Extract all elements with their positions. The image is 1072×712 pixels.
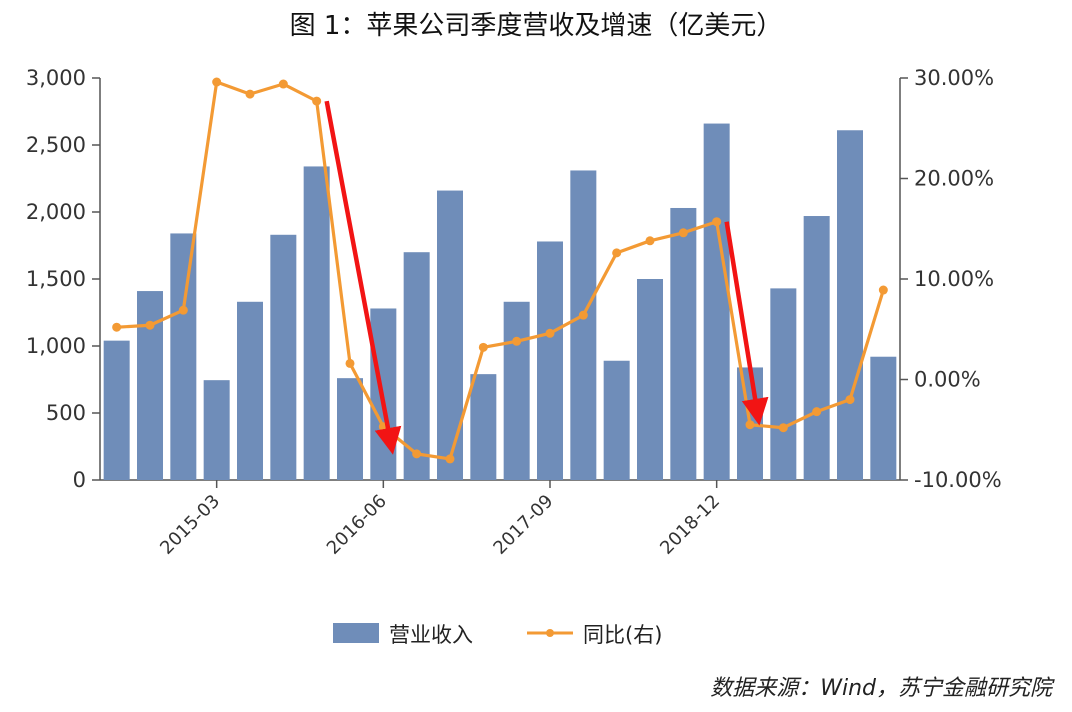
revenue-bar [803, 216, 830, 480]
yoy-growth-point [145, 320, 155, 330]
yoy-growth-point [212, 77, 222, 87]
legend-label-growth: 同比(右) [583, 623, 662, 647]
legend-swatch-growth-marker [546, 629, 554, 637]
revenue-bar [237, 301, 263, 480]
revenue-bar [770, 288, 797, 480]
revenue-bar [503, 301, 530, 480]
revenue-bar [337, 378, 363, 480]
yoy-growth-point [778, 423, 788, 433]
left-axis-tick-label: 1,500 [26, 267, 86, 291]
yoy-growth-point [112, 322, 122, 332]
revenue-bar [437, 190, 463, 480]
yoy-growth-point [812, 407, 822, 417]
x-axis: 2015-03 2016-06 2017-09 2018-12 [100, 479, 900, 559]
yoy-growth-point [345, 358, 355, 368]
yoy-growth-point [612, 248, 622, 258]
trend-arrows [324, 100, 769, 455]
yoy-growth-point [645, 236, 655, 246]
yoy-growth-point [578, 310, 588, 320]
revenue-bar [203, 380, 230, 480]
yoy-growth-polyline [116, 80, 885, 461]
revenue-bar [303, 166, 330, 480]
revenue-bar [837, 130, 863, 480]
yoy-growth-point [478, 342, 488, 352]
right-y-axis: -10.00% 0.00% 10.00% 20.00% 30.00% [899, 66, 1002, 492]
left-axis-tick-label: 1,000 [26, 334, 86, 358]
revenue-bar [570, 170, 597, 480]
yoy-growth-point [445, 454, 455, 464]
yoy-growth-point [245, 89, 255, 99]
x-axis-tick-label: 2015-03 [156, 491, 224, 559]
right-axis-tick-label: 10.00% [914, 267, 994, 291]
right-axis-tick-label: -10.00% [914, 468, 1002, 492]
revenue-bar [670, 207, 697, 481]
yoy-growth-point [845, 395, 855, 405]
yoy-growth-point [678, 228, 688, 238]
yoy-growth-point [878, 285, 888, 295]
revenue-bar [403, 252, 430, 480]
revenue-bars [103, 123, 897, 481]
x-axis-tick-label: 2017-09 [489, 491, 557, 559]
revenue-bar [703, 123, 730, 480]
trend-arrow [724, 221, 769, 426]
left-axis-tick-label: 2,000 [26, 200, 86, 224]
yoy-growth-point [278, 79, 288, 89]
yoy-growth-point [312, 96, 322, 106]
trend-arrow [324, 100, 402, 455]
revenue-bar [470, 374, 497, 480]
legend-swatch-revenue [333, 623, 379, 643]
right-axis-tick-label: 30.00% [914, 66, 994, 90]
yoy-growth-point [545, 328, 555, 338]
revenue-bar [870, 356, 897, 480]
left-axis-tick-label: 3,000 [26, 66, 86, 90]
source-note: 数据来源：Wind，苏宁金融研究院 [710, 676, 1055, 701]
left-axis-tick-label: 0 [73, 468, 86, 492]
yoy-growth-point [745, 420, 755, 430]
right-axis-tick-label: 0.00% [914, 368, 981, 392]
right-axis-tick-label: 20.00% [914, 167, 994, 191]
left-y-axis: 0 500 1,000 1,500 2,000 2,500 3,000 [26, 66, 101, 492]
yoy-growth-point [512, 336, 522, 346]
legend-label-revenue: 营业收入 [389, 623, 473, 647]
x-axis-tick-label: 2016-06 [323, 491, 391, 559]
revenue-bar [103, 340, 130, 480]
yoy-growth-point [712, 217, 722, 227]
chart-legend: 营业收入 同比(右) [333, 623, 662, 647]
left-axis-tick-label: 500 [46, 401, 86, 425]
revenue-bar [270, 234, 297, 480]
revenue-bar [170, 233, 197, 480]
left-axis-tick-label: 2,500 [26, 133, 86, 157]
revenue-bar [537, 241, 563, 480]
revenue-bar [603, 360, 630, 480]
x-axis-tick-label: 2018-12 [656, 491, 724, 559]
revenue-bar [637, 279, 663, 480]
yoy-growth-point [178, 305, 188, 315]
chart-title: 图 1：苹果公司季度营收及增速（亿美元） [290, 11, 783, 41]
yoy-growth-point [412, 449, 422, 459]
